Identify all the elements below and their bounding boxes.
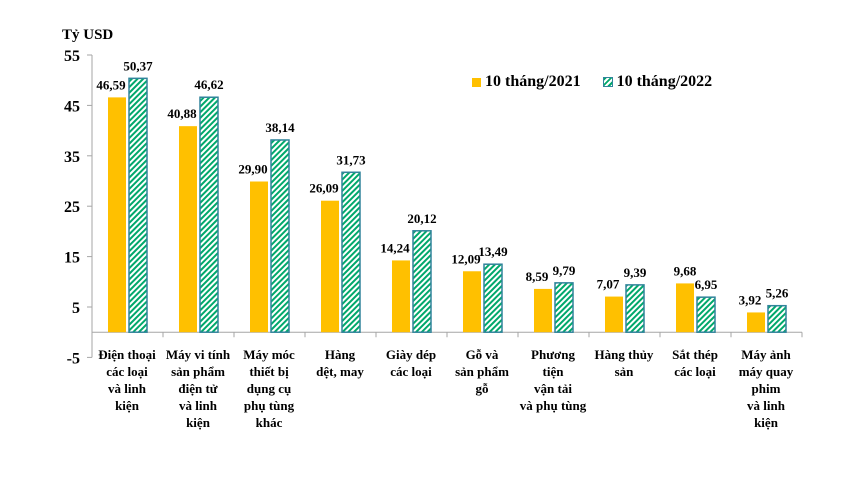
bar-2021 [392, 260, 410, 333]
category-label-line: gỗ [475, 381, 489, 396]
category-label-line: và phụ tùng [519, 398, 587, 413]
y-axis-label: Tỷ USD [62, 27, 114, 43]
data-label: 9,68 [674, 263, 697, 278]
bar-2022 [554, 282, 574, 333]
category-label-line: thiết bị [249, 364, 289, 379]
data-label: 7,07 [597, 277, 620, 292]
bar-2021 [747, 312, 765, 333]
bar-2021 [463, 271, 481, 333]
category-label-line: Gỗ và [465, 347, 499, 362]
category-label: Hàng thủy sản [587, 346, 661, 380]
y-tick-label: -5 [67, 350, 80, 367]
category-label-line: Hàng [324, 347, 356, 362]
category-label-line: vận tải [534, 381, 572, 396]
category-label-line: tiện [542, 364, 564, 379]
y-tick-label: 5 [72, 300, 80, 317]
bar-2021 [605, 296, 623, 333]
data-label: 31,73 [336, 152, 366, 167]
category-label-line: các loại [106, 364, 148, 379]
legend-swatch-2021 [472, 77, 481, 87]
category-label-line: Máy móc [243, 347, 295, 362]
category-label-line: dệt, may [316, 364, 364, 379]
category-label-line: Phương [531, 347, 575, 362]
legend-label-2022: 10 tháng/2022 [616, 73, 713, 90]
data-label: 12,09 [451, 251, 481, 266]
data-label: 9,79 [553, 263, 576, 278]
category-label-line: Sắt thép [672, 347, 718, 362]
bar-2021 [321, 200, 339, 333]
bar-2022 [696, 296, 716, 333]
category-label: Điện thoại các loại và linh kiện [90, 346, 164, 414]
category-label-line: kiện [186, 415, 210, 430]
category-label: Giày dép các loại [374, 346, 448, 380]
bar-2022 [341, 171, 361, 333]
data-label: 8,59 [526, 269, 549, 284]
legend-swatch-2022 [602, 77, 613, 87]
legend-label-2021: 10 tháng/2021 [485, 73, 581, 90]
category-label-line: phim [751, 381, 781, 396]
category-label: Phương tiện vận tải và phụ tùng [516, 346, 590, 414]
category-label-line: sản phẩm [171, 364, 225, 379]
bar-2022 [199, 96, 219, 333]
data-label: 46,62 [194, 77, 223, 92]
category-label: Máy ảnh máy quay phim và linh kiện [729, 346, 803, 431]
category-label-line: các loại [390, 364, 432, 379]
data-label: 50,37 [123, 58, 153, 73]
y-tick-label: 35 [64, 149, 80, 166]
category-label-line: Máy vi tính [165, 347, 231, 362]
y-tick-label: 45 [64, 98, 80, 115]
category-label-line: phụ tùng [243, 398, 295, 413]
y-tick-label: 25 [64, 199, 80, 216]
bar-2021 [676, 283, 694, 333]
category-label-line: và linh [108, 381, 146, 396]
bar-2022 [625, 284, 645, 333]
category-label-line: Máy ảnh [741, 347, 791, 362]
legend: 10 tháng/2021 10 tháng/2022 [472, 73, 712, 91]
data-label: 46,59 [96, 77, 126, 92]
category-label: Gỗ và sản phẩm gỗ [445, 346, 519, 397]
category-label-line: các loại [674, 364, 716, 379]
category-label-line: và linh [747, 398, 785, 413]
data-label: 38,14 [265, 120, 295, 135]
category-label-line: kiện [754, 415, 778, 430]
data-label: 9,39 [624, 265, 647, 280]
data-label: 13,49 [478, 244, 508, 259]
category-label: Sắt thép các loại [658, 346, 732, 380]
category-label-line: kiện [115, 398, 139, 413]
category-label-line: khác [255, 415, 283, 430]
category-label-line: máy quay [738, 364, 794, 379]
category-label-line: sản [614, 364, 634, 379]
y-tick-label: 55 [64, 48, 80, 65]
y-tick-label: 15 [64, 250, 80, 267]
category-label: Máy vi tính sản phẩm điện tử và linh kiện [161, 346, 235, 431]
data-label: 14,24 [380, 240, 410, 255]
category-label: Hàng dệt, may [303, 346, 377, 380]
category-label-line: điện tử [178, 381, 218, 396]
bar-2021 [179, 126, 197, 333]
bar-2022 [483, 263, 503, 333]
bar-2022 [128, 77, 148, 333]
data-label: 26,09 [309, 181, 339, 196]
bar-2021 [534, 288, 552, 333]
data-label: 5,26 [766, 286, 789, 301]
data-label: 40,88 [167, 106, 197, 121]
data-label: 29,90 [238, 162, 267, 177]
category-label: Máy móc thiết bị dụng cụ phụ tùng khác [232, 346, 306, 431]
data-label: 20,12 [407, 211, 436, 226]
category-label-line: sản phẩm [455, 364, 509, 379]
bar-2021 [108, 97, 126, 333]
bar-2022 [270, 139, 290, 333]
data-label: 6,95 [695, 277, 718, 292]
category-label-line: và linh [179, 398, 217, 413]
data-label: 3,92 [739, 292, 762, 307]
category-label-line: Điện thoại [98, 347, 156, 362]
category-label-line: Hàng thủy [594, 347, 654, 362]
bar-2021 [250, 181, 268, 333]
category-label-line: dụng cụ [246, 381, 292, 396]
category-label-line: Giày dép [385, 347, 437, 362]
bar-2022 [412, 230, 432, 333]
bar-2022 [767, 304, 787, 333]
